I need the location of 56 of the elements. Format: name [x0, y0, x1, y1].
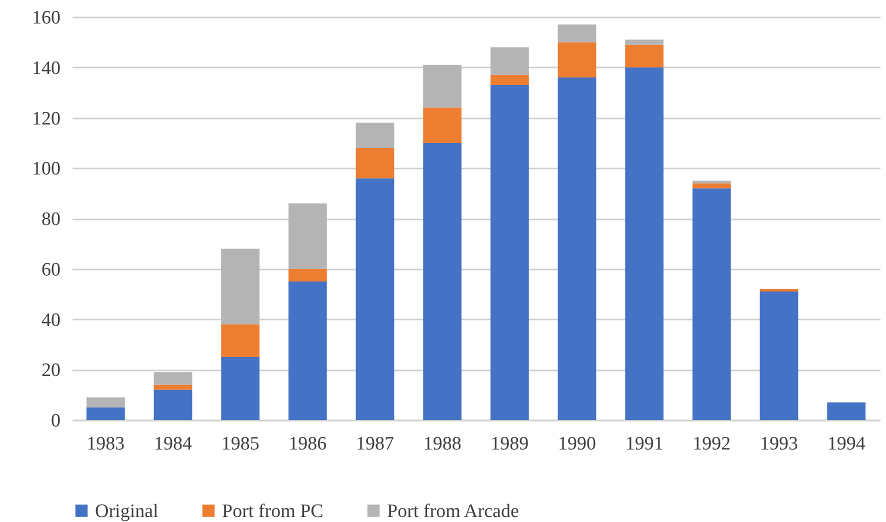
x-tick-label: 1992: [692, 434, 731, 454]
y-tick-label: 120: [32, 108, 60, 130]
bar: [423, 108, 462, 143]
y-tick-label: 160: [32, 8, 60, 28]
x-tick-label: 1984: [154, 434, 192, 454]
bar: [356, 148, 394, 178]
bar: [827, 402, 866, 420]
y-tick-label: 100: [32, 158, 60, 180]
bar: [288, 268, 327, 282]
bar: [86, 407, 125, 420]
bar: [760, 289, 798, 292]
y-tick-label: 0: [51, 410, 60, 432]
x-tick-label: 1994: [827, 434, 866, 454]
bar: [625, 67, 664, 420]
x-tick-label: 1988: [423, 434, 462, 454]
bar: [356, 178, 394, 420]
bar: [423, 142, 462, 420]
bar: [692, 183, 731, 188]
legend-label: Port from PC: [222, 500, 324, 522]
x-tick-label: 1983: [86, 434, 125, 454]
bar: [154, 384, 192, 390]
bar: [558, 24, 596, 42]
bar: [288, 281, 327, 420]
bar: [625, 44, 664, 68]
bar: [760, 292, 798, 420]
x-tick-label: 1993: [760, 434, 798, 454]
bar: [692, 180, 731, 184]
bar: [558, 77, 596, 420]
bar: [154, 372, 192, 385]
bar: [86, 397, 125, 408]
y-tick-label: 140: [32, 58, 60, 79]
legend-label: Port from Arcade: [387, 500, 519, 522]
bar: [154, 390, 192, 420]
bar: [221, 248, 260, 324]
y-tick-label: 60: [42, 259, 60, 280]
y-tick-label: 80: [42, 209, 60, 230]
bar: [490, 85, 529, 420]
bar: [221, 357, 260, 420]
x-tick-label: 1991: [625, 434, 664, 454]
y-tick-label: 40: [42, 310, 60, 331]
bar: [692, 188, 731, 420]
bar: [558, 42, 596, 78]
legend-label: Original: [95, 500, 158, 522]
bar: [356, 122, 394, 148]
bar: [288, 203, 327, 269]
bar: [490, 47, 529, 75]
bar: [221, 324, 260, 358]
bar: [625, 40, 664, 45]
x-tick-label: 1990: [558, 434, 596, 454]
bar: [490, 74, 529, 86]
bar: [423, 64, 462, 108]
y-tick-label: 20: [42, 360, 60, 382]
x-tick-label: 1985: [221, 434, 260, 454]
x-tick-label: 1989: [490, 434, 529, 454]
x-tick-label: 1987: [356, 434, 394, 454]
x-tick-label: 1986: [288, 434, 327, 454]
